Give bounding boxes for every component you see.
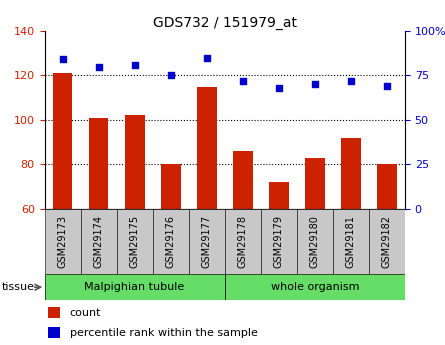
Text: whole organism: whole organism: [271, 282, 359, 292]
Text: GSM29182: GSM29182: [382, 215, 392, 268]
Bar: [261, 209, 297, 274]
Bar: [48, 327, 60, 338]
Bar: [297, 209, 333, 274]
Point: [95, 64, 102, 69]
Text: GSM29178: GSM29178: [238, 215, 248, 268]
Bar: [269, 182, 289, 209]
Bar: [161, 164, 181, 209]
Bar: [341, 138, 361, 209]
Text: GSM29180: GSM29180: [310, 215, 320, 268]
Bar: [305, 158, 325, 209]
Point: [203, 55, 210, 60]
Bar: [44, 209, 81, 274]
Bar: [89, 118, 109, 209]
Point: [275, 85, 283, 91]
Bar: [53, 73, 73, 209]
Text: percentile rank within the sample: percentile rank within the sample: [70, 328, 258, 338]
Point: [239, 78, 247, 83]
Title: GDS732 / 151979_at: GDS732 / 151979_at: [153, 16, 297, 30]
Text: GSM29174: GSM29174: [93, 215, 104, 268]
Bar: [153, 209, 189, 274]
Text: GSM29177: GSM29177: [202, 215, 212, 268]
Text: count: count: [70, 308, 101, 318]
Point: [312, 82, 319, 87]
Text: GSM29179: GSM29179: [274, 215, 284, 268]
Bar: [189, 209, 225, 274]
Text: GSM29173: GSM29173: [57, 215, 68, 268]
Bar: [333, 209, 369, 274]
Bar: [48, 307, 60, 318]
Text: GSM29176: GSM29176: [166, 215, 176, 268]
Text: Malpighian tubule: Malpighian tubule: [85, 282, 185, 292]
Bar: [197, 87, 217, 209]
Bar: [369, 209, 405, 274]
Bar: [44, 274, 225, 300]
Point: [348, 78, 355, 83]
Bar: [117, 209, 153, 274]
Bar: [377, 164, 397, 209]
Bar: [225, 274, 405, 300]
Bar: [125, 116, 145, 209]
Bar: [81, 209, 117, 274]
Point: [167, 73, 174, 78]
Text: GSM29175: GSM29175: [129, 215, 140, 268]
Text: tissue: tissue: [2, 282, 35, 292]
Point: [384, 83, 391, 89]
Bar: [225, 209, 261, 274]
Text: GSM29181: GSM29181: [346, 215, 356, 268]
Bar: [233, 151, 253, 209]
Point: [131, 62, 138, 68]
Point: [59, 57, 66, 62]
